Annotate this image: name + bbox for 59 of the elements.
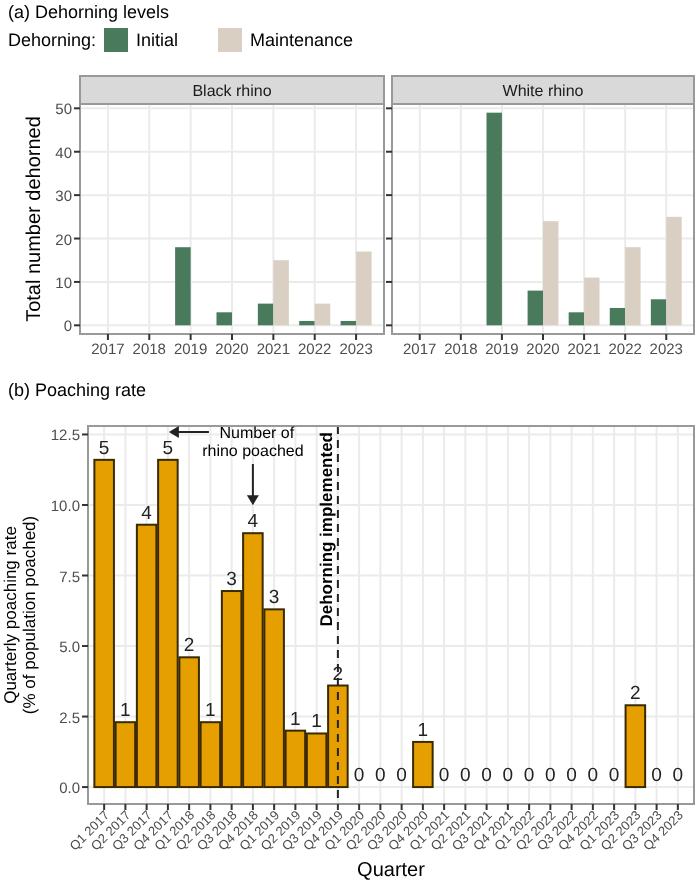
bar [273, 260, 289, 326]
bar [356, 251, 372, 326]
bar [568, 312, 585, 326]
bar [650, 299, 667, 326]
annotation: 0 [587, 765, 599, 788]
annotation: Number of rhino poached [202, 424, 304, 460]
bar [340, 320, 357, 326]
annotation: 1 [311, 711, 322, 734]
ref-line-label: Dehorning implemented [315, 432, 336, 627]
bar [412, 740, 434, 789]
annotation: 0 [545, 765, 556, 788]
annotation: 2 [630, 683, 641, 706]
bar [609, 307, 626, 326]
annotation: 0 [523, 765, 535, 788]
annotation: 4 [141, 502, 152, 525]
annotation: 0 [566, 765, 577, 788]
bar [624, 704, 647, 789]
y-axis-title: Total number dehorned [24, 116, 46, 322]
annotation: 0 [438, 765, 450, 788]
bar [216, 312, 232, 326]
bar [314, 303, 331, 326]
annotation: 1 [290, 708, 301, 731]
annotation: 1 [120, 700, 131, 723]
bar [175, 247, 191, 326]
bar [257, 303, 274, 326]
x-axis-title: Quarter [357, 860, 427, 882]
annotation: 0 [672, 765, 684, 788]
annotation: 0 [608, 765, 620, 788]
annotation: 0 [375, 765, 386, 788]
bar [299, 320, 315, 326]
chart-subtitle: White rhino [502, 82, 585, 100]
annotation: 3 [268, 587, 280, 610]
annotation: 5 [98, 437, 110, 460]
annotation: 2 [183, 635, 195, 658]
legend-label: Maintenance [250, 30, 354, 50]
annotation: 0 [396, 765, 407, 788]
chart-title: (b) Poaching rate [8, 380, 147, 400]
annotation: 1 [417, 719, 429, 742]
legend-title: Dehorning: [8, 30, 97, 50]
annotation: 0 [353, 765, 365, 788]
bar [527, 290, 543, 326]
bar [625, 247, 641, 326]
bar [486, 112, 502, 326]
chart-title: (a) Dehorning levels [8, 2, 171, 22]
legend-label: Initial [136, 30, 179, 50]
annotation: 0 [460, 765, 471, 788]
bar [666, 216, 682, 326]
annotation: 2 [332, 663, 344, 686]
annotation: 4 [247, 511, 259, 534]
annotation: 1 [205, 700, 216, 723]
chart-subtitle: Black rhino [192, 82, 273, 100]
annotation: 3 [226, 569, 237, 592]
bar [543, 221, 559, 326]
annotation: 5 [162, 437, 174, 460]
annotation: 0 [481, 765, 492, 788]
y-axis-title: Quarterly poaching rate (% of population poached) [0, 515, 39, 715]
annotation: 0 [651, 765, 662, 788]
annotation: 0 [502, 765, 514, 788]
bar [584, 277, 600, 326]
